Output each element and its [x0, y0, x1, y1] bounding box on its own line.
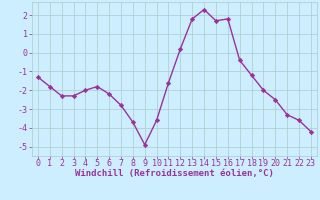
X-axis label: Windchill (Refroidissement éolien,°C): Windchill (Refroidissement éolien,°C) — [75, 169, 274, 178]
